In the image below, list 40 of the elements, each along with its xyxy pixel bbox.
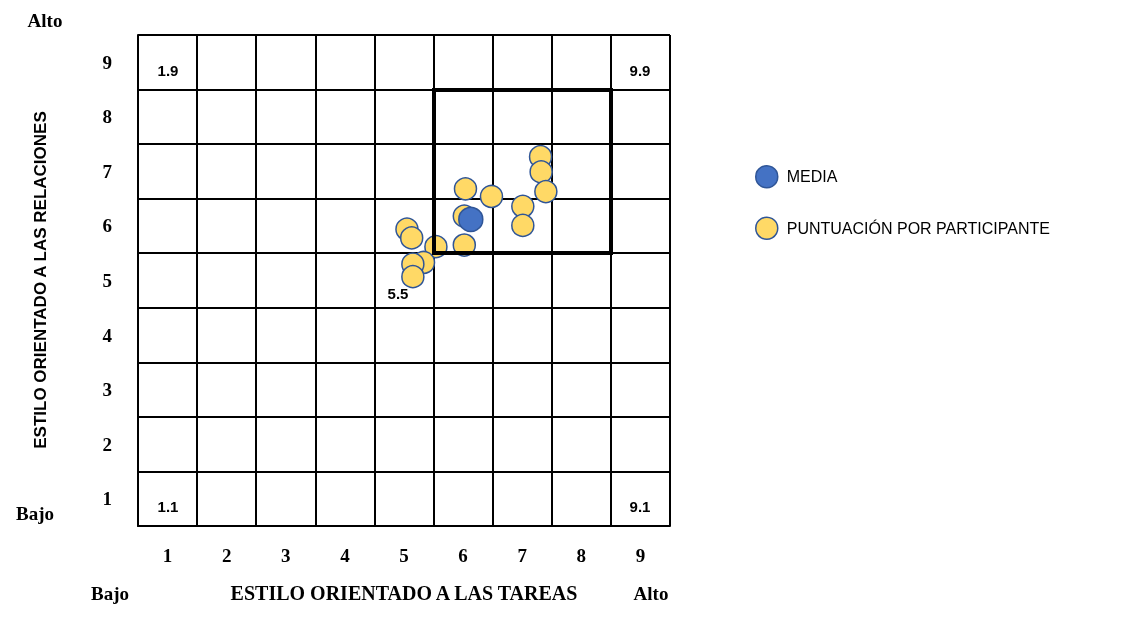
annotation: 9.9 bbox=[629, 61, 651, 79]
point bbox=[479, 184, 504, 209]
point bbox=[511, 194, 535, 219]
x-tick-label: 5 bbox=[399, 545, 409, 566]
annotation: 1.1 bbox=[157, 497, 179, 515]
point bbox=[399, 226, 424, 250]
point bbox=[458, 206, 484, 233]
point bbox=[453, 177, 478, 201]
text: Alto bbox=[27, 9, 63, 31]
x-tick-label: 8 bbox=[576, 545, 587, 566]
x-tick-label: 9 bbox=[635, 545, 646, 566]
y-tick-label: 8 bbox=[102, 106, 112, 128]
x-tick-label: 7 bbox=[517, 545, 528, 566]
point bbox=[529, 160, 553, 184]
x-tick-label: 4 bbox=[340, 545, 351, 566]
x-tick-label: 6 bbox=[458, 545, 468, 566]
y-tick-label: 5 bbox=[102, 270, 112, 291]
y-tick-label: 1 bbox=[102, 488, 112, 510]
annotation: 1.9 bbox=[157, 61, 179, 79]
text: Bajo bbox=[91, 582, 129, 604]
text: Bajo bbox=[16, 502, 54, 524]
annotation: 9.1 bbox=[629, 497, 651, 515]
point bbox=[511, 213, 535, 238]
text: Alto bbox=[633, 582, 669, 604]
x-tick-label: 3 bbox=[281, 545, 291, 566]
y-tick-label: 6 bbox=[102, 215, 112, 237]
legend-label: MEDIA bbox=[786, 168, 838, 186]
point bbox=[534, 179, 558, 204]
x-tick-label: 2 bbox=[221, 545, 232, 566]
y-tick-label: 2 bbox=[102, 433, 112, 455]
y-tick-label: 4 bbox=[102, 324, 113, 346]
y-tick-label: 9 bbox=[102, 51, 112, 73]
point bbox=[401, 264, 425, 289]
y-axis-title: ESTILO ORIENTADO A LAS RELACIONES bbox=[30, 111, 50, 449]
x-axis-title: ESTILO ORIENTADO A LAS TAREAS bbox=[230, 582, 578, 604]
legend-label: PUNTUACIÓN POR PARTICIPANTE bbox=[786, 218, 1050, 237]
y-tick-label: 7 bbox=[102, 160, 113, 182]
annotation: 5.5 bbox=[387, 284, 409, 302]
x-tick-label: 1 bbox=[162, 545, 173, 566]
y-tick-label: 3 bbox=[102, 379, 112, 401]
